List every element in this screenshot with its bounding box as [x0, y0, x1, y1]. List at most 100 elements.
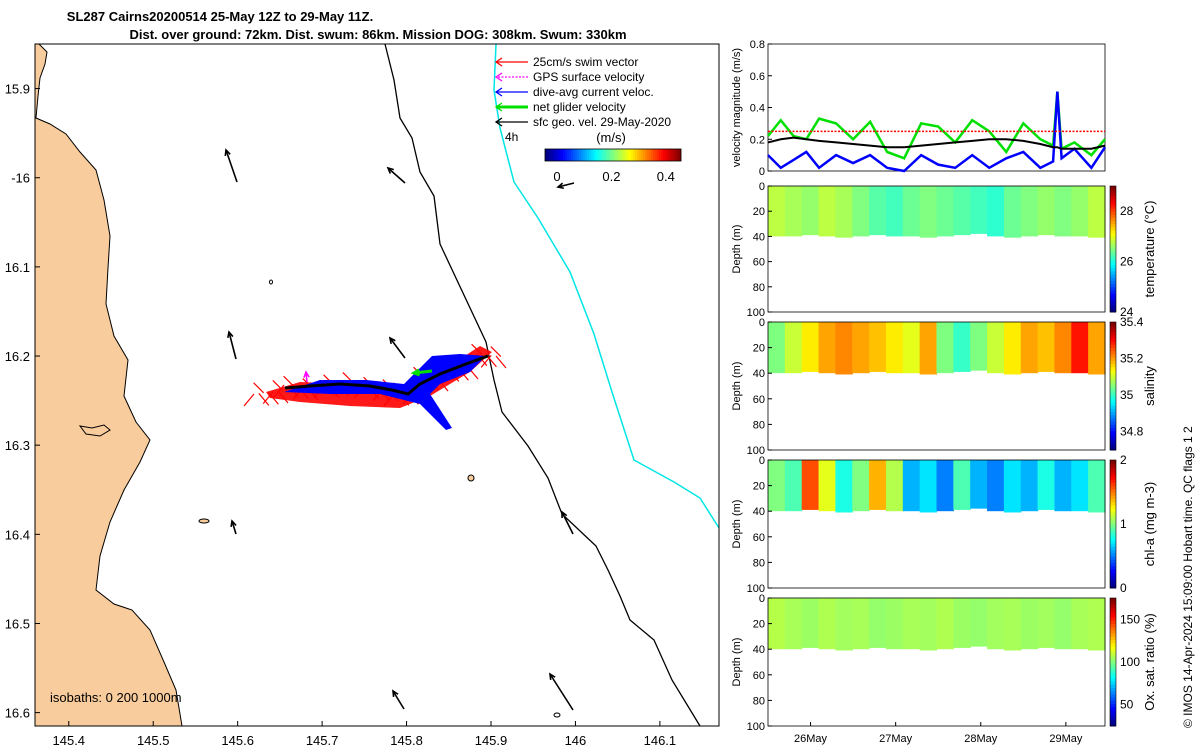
section-colorbar-cell	[1110, 668, 1116, 673]
colorbar-cell	[679, 149, 682, 161]
section-column	[1003, 186, 1022, 238]
section-column	[852, 186, 870, 237]
colorbar-cell	[659, 149, 662, 161]
colorbar-frame	[544, 148, 682, 162]
colorbar-cell	[657, 149, 660, 161]
section-column	[885, 186, 904, 237]
section-column	[835, 186, 853, 238]
chart-title-line1: SL287 Cairns20200514 25-May 12Z to 29-Ma…	[66, 9, 374, 24]
colorbar-cell	[581, 149, 584, 161]
colorbar-cell	[649, 149, 652, 161]
depth-tick-label: 60	[753, 532, 765, 544]
colorbar-cell	[651, 149, 654, 161]
colorbar-cell	[601, 149, 604, 161]
geo-velocity-arrow-head	[388, 336, 396, 345]
geo-velocity-arrow-shaft	[561, 511, 574, 535]
section-colorbar-cell	[1110, 267, 1116, 272]
lat-tick-label: -16	[11, 171, 30, 186]
section-colorbar-cell	[1110, 264, 1116, 269]
section-colorbar-cell	[1110, 189, 1116, 193]
colorbar-cell	[675, 149, 678, 161]
colorbar-cell	[561, 149, 564, 161]
section-frame	[767, 597, 1106, 727]
island	[467, 474, 475, 482]
swim-vector	[495, 355, 507, 369]
section-column	[953, 322, 971, 372]
depth-tick-label: 100	[747, 445, 765, 457]
section-colorbar-cell	[1110, 495, 1116, 499]
section-column	[1003, 460, 1022, 513]
section-colorbar-cell	[1110, 302, 1116, 307]
section-column	[818, 598, 836, 650]
colorbar-cell	[653, 149, 656, 161]
colorbar-unit: (m/s)	[596, 130, 626, 145]
section-colorbar-cell	[1110, 504, 1116, 509]
colorbar-cell	[571, 149, 574, 161]
section-column	[801, 186, 820, 236]
net-velocity-arrow-head	[410, 368, 421, 377]
section-colorbar-cell	[1110, 530, 1116, 535]
section-column	[852, 322, 870, 374]
geo-velocity-arrow	[392, 689, 405, 710]
section-colorbar-cell	[1110, 434, 1116, 438]
colorbar-cell	[597, 149, 600, 161]
section-colorbar-tick: 35.4	[1120, 315, 1144, 329]
section-colorbar-cell	[1110, 405, 1116, 409]
depth-tick-label: 40	[753, 368, 765, 380]
section-colorbar-cell	[1110, 446, 1116, 451]
section-colorbar-cell	[1110, 427, 1116, 432]
island	[198, 518, 210, 524]
section-colorbar-frame	[1109, 459, 1117, 589]
colorbar-cell	[667, 149, 670, 161]
section-colorbar-cell	[1110, 376, 1116, 381]
velocity-series-2	[767, 136, 1106, 150]
lat-tick-label: 16.1	[5, 260, 30, 275]
section-column	[953, 460, 971, 510]
section-colorbar-cell	[1110, 392, 1116, 397]
section-colorbar-cell	[1110, 258, 1116, 263]
glider-track	[284, 354, 489, 396]
depth-tick-label: 60	[753, 394, 765, 406]
section-colorbar-cell	[1110, 655, 1116, 660]
isobath-200m	[384, 43, 701, 727]
section-panel-1: 0 20 40 60 80 100 Depth (m) 24 26 28 temperature (…	[731, 181, 1157, 319]
section-colorbar-cell	[1110, 366, 1116, 371]
section-colorbar-cell	[1110, 325, 1116, 329]
colorbar-cell	[613, 149, 616, 161]
section-colorbar-cell	[1110, 217, 1116, 222]
section-colorbar-cell	[1110, 610, 1116, 615]
section-frame	[767, 459, 1106, 589]
section-colorbar-cell	[1110, 559, 1116, 563]
section-colorbar-cell	[1110, 408, 1116, 413]
section-column	[1088, 460, 1106, 513]
section-colorbar-cell	[1110, 511, 1116, 515]
lon-tick-label: 145.5	[137, 733, 170, 748]
current-vector-cluster	[284, 354, 486, 430]
section-colorbar-cell	[1110, 598, 1116, 602]
section-colorbar-cell	[1110, 620, 1116, 625]
section-colorbar-label: temperature (°C)	[1142, 201, 1157, 298]
geo-velocity-arrow-shaft	[231, 520, 237, 535]
section-colorbar-cell	[1110, 274, 1116, 278]
section-column	[919, 322, 938, 375]
section-colorbar-cell	[1110, 671, 1116, 676]
section-column	[784, 186, 803, 237]
section-colorbar-cell	[1110, 492, 1116, 496]
geo-velocity-arrow	[388, 336, 406, 359]
section-colorbar-cell	[1110, 581, 1116, 586]
section-column	[902, 186, 921, 237]
colorbar-cell	[621, 149, 624, 161]
section-colorbar-cell	[1110, 703, 1116, 708]
geo-velocity-arrow-shaft	[389, 337, 406, 359]
section-colorbar-cell	[1110, 195, 1116, 200]
section-column	[1003, 598, 1022, 651]
lon-tick-label: 146	[565, 733, 587, 748]
section-colorbar-cell	[1110, 665, 1116, 669]
section-colorbar-cell	[1110, 373, 1116, 377]
depth-tick-label: 0	[759, 181, 765, 193]
section-colorbar-cell	[1110, 363, 1116, 368]
section-colorbar-cell	[1110, 536, 1116, 541]
speed-colorbar: (m/s) 0 0.2 0.4	[544, 130, 682, 184]
date-tick-label: 26May	[794, 733, 828, 745]
section-colorbar-frame	[1109, 597, 1117, 727]
